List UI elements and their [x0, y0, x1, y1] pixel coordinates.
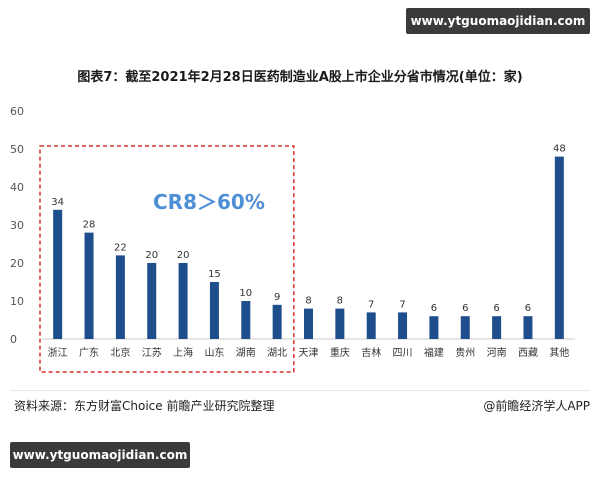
- bar-吉林: [366, 312, 376, 339]
- bar-广东: [84, 232, 94, 339]
- bar-天津: [304, 308, 313, 339]
- x-tick-label: 湖北: [267, 347, 287, 359]
- data-label: 15: [208, 269, 221, 280]
- data-label: 8: [337, 296, 343, 307]
- data-label: 20: [177, 250, 190, 261]
- x-tick-label: 河南: [487, 346, 507, 359]
- source-note: 资料来源：东方财富Choice 前瞻产业研究院整理: [14, 399, 275, 413]
- data-label: 28: [83, 220, 96, 231]
- x-tick-label: 江苏: [142, 346, 162, 359]
- watermark-bottom: www.ytguomaojidian.com: [10, 442, 190, 468]
- x-tick-label: 湖南: [236, 346, 256, 359]
- x-tick-label: 天津: [299, 347, 319, 359]
- y-tick-label: 0: [10, 333, 17, 346]
- x-tick-label: 广东: [79, 346, 99, 359]
- x-tick-label: 吉林: [361, 346, 381, 359]
- bar-其他: [554, 156, 564, 339]
- bar-上海: [178, 263, 188, 339]
- data-label: 7: [368, 299, 374, 310]
- bar-贵州: [460, 316, 470, 339]
- y-tick-label: 50: [10, 143, 24, 156]
- data-label: 48: [553, 144, 566, 155]
- x-tick-label: 上海: [173, 346, 193, 359]
- bar-山东: [209, 282, 219, 339]
- x-tick-label: 其他: [549, 346, 569, 359]
- y-tick-label: 30: [10, 219, 24, 232]
- bar-浙江: [53, 209, 63, 339]
- bar-四川: [398, 312, 408, 339]
- highlight-box: [39, 145, 295, 373]
- x-tick-label: 四川: [393, 348, 413, 359]
- y-tick-label: 60: [10, 105, 24, 118]
- data-label: 34: [51, 197, 64, 208]
- cr8-annotation: CR8＞60%: [153, 190, 265, 214]
- x-tick-label: 山东: [204, 346, 224, 359]
- credit-note: @前瞻经济学人APP: [483, 399, 590, 413]
- bar-河南: [492, 316, 502, 339]
- data-label: 6: [525, 303, 531, 314]
- bar-重庆: [335, 308, 345, 339]
- x-tick-label: 贵州: [455, 346, 475, 359]
- x-tick-label: 重庆: [330, 346, 350, 359]
- data-label: 20: [145, 250, 158, 261]
- y-tick-label: 10: [10, 295, 24, 308]
- data-label: 7: [399, 299, 405, 310]
- x-tick-label: 福建: [424, 346, 444, 359]
- x-tick-label: 浙江: [48, 347, 68, 359]
- data-label: 9: [274, 292, 280, 303]
- data-label: 6: [431, 303, 437, 314]
- bar-北京: [115, 255, 125, 339]
- bar-江苏: [147, 263, 157, 339]
- chart-title: 图表7：截至2021年2月28日医药制造业A股上市企业分省市情况(单位：家): [77, 70, 523, 85]
- data-label: 10: [239, 288, 252, 299]
- data-label: 6: [462, 303, 468, 314]
- data-label: 8: [305, 296, 311, 307]
- x-tick-label: 北京: [110, 346, 130, 359]
- footer-divider: [10, 390, 590, 391]
- bar-湖南: [241, 301, 251, 339]
- bar-福建: [429, 316, 439, 339]
- bar-西藏: [523, 316, 533, 339]
- y-tick-label: 20: [10, 257, 24, 270]
- data-label: 6: [493, 303, 499, 314]
- bar-湖北: [272, 304, 282, 339]
- watermark-top: www.ytguomaojidian.com: [406, 8, 590, 34]
- data-label: 22: [114, 242, 127, 253]
- y-tick-label: 40: [10, 181, 24, 194]
- bar-chart: 0 10 20 30 40 50 60 CR8＞60% 34 浙江 28 广东 22 北京 20 江苏 20 上海…: [10, 105, 575, 373]
- x-tick-label: 西藏: [518, 347, 538, 359]
